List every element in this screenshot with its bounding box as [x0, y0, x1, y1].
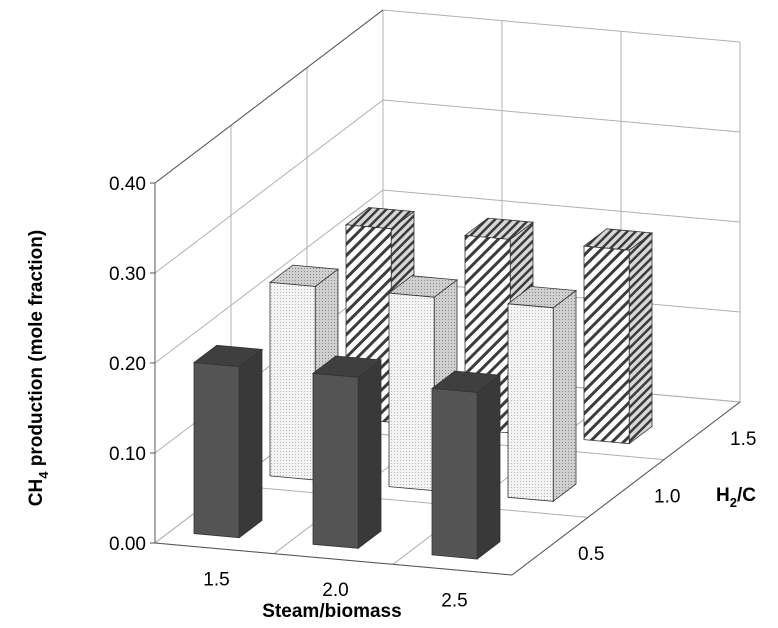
- y-axis-title: CH4 production (mole fraction): [26, 230, 51, 506]
- value-gridline: [154, 9, 741, 184]
- y-tick-label: 0.00: [109, 534, 146, 555]
- x-axis-title: Steam/biomass: [262, 601, 401, 622]
- y-tick-label: 0.40: [109, 174, 146, 195]
- y-tick-label: 0.30: [109, 264, 146, 285]
- depth-tick-label: 0.5: [578, 544, 604, 565]
- bar-front: [583, 245, 630, 445]
- bar: [430, 370, 502, 560]
- bar-side: [552, 289, 577, 503]
- bar-side: [628, 232, 653, 445]
- y-axis-title-subscript: 4: [36, 471, 51, 479]
- y-axis-title-main: CH: [26, 479, 47, 506]
- bar-front: [193, 362, 240, 539]
- bar: [582, 228, 654, 445]
- depth-axis-line: [511, 401, 741, 576]
- bar-front: [431, 387, 478, 560]
- y-axis-ticks: 0.00 0.10 0.20 0.30 0.40: [109, 174, 155, 555]
- bar: [192, 344, 264, 539]
- wall-top-edge: [154, 9, 384, 184]
- depth-tick-label: 1.0: [654, 487, 680, 508]
- bar-side: [476, 374, 501, 560]
- y-tick-label: 0.10: [109, 444, 146, 465]
- bar-side: [357, 359, 382, 550]
- bar-front: [507, 303, 554, 502]
- bar-front: [388, 292, 435, 492]
- depth-axis-title: H2/C: [716, 485, 756, 510]
- bar-front: [312, 372, 359, 549]
- floor-gridline: [392, 390, 622, 565]
- x-tick-label: 2.0: [322, 580, 348, 601]
- value-gridline: [154, 189, 741, 364]
- depth-axis-title-subscript: 2: [730, 495, 737, 510]
- x-axis-line: [154, 542, 513, 576]
- depth-axis-title-main: H: [716, 485, 730, 506]
- depth-axis-title-rest: /C: [737, 485, 756, 506]
- floor-gridline: [230, 484, 589, 518]
- value-gridline: [154, 99, 741, 274]
- bar-side: [238, 348, 263, 539]
- bar-front: [269, 281, 316, 481]
- y-axis-title-rest: production (mole fraction): [26, 230, 47, 472]
- bar: [506, 286, 578, 503]
- x-tick-label: 2.5: [441, 591, 467, 612]
- depth-axis-ticks: 0.5 1.0 1.5: [578, 429, 756, 565]
- x-tick-label: 1.5: [203, 569, 229, 590]
- y-tick-label: 0.20: [109, 354, 146, 375]
- chart-bars: [192, 207, 654, 560]
- bar: [311, 355, 383, 550]
- x-axis-ticks: 1.5 2.0 2.5: [203, 569, 467, 611]
- depth-tick-label: 1.5: [730, 429, 756, 450]
